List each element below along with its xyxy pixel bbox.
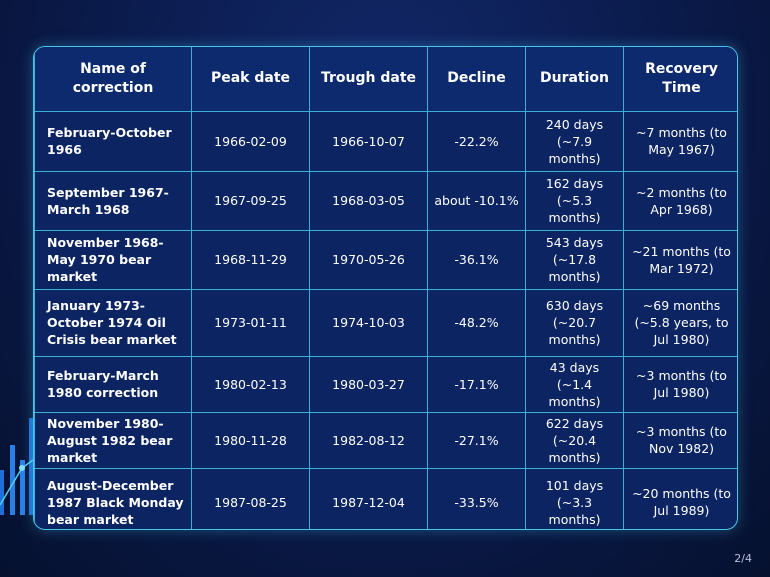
header-cell: Decline [427, 47, 526, 112]
table-row: November 1980-August 1982 bear market 198… [34, 411, 737, 469]
page-number: 2/4 [734, 552, 752, 565]
table-cell: about -10.1% [427, 170, 526, 231]
name-cell: February-October 1966 [34, 110, 192, 172]
header-cell: Recovery Time [623, 47, 737, 112]
table-cell: ~3 months (to Nov 1982) [623, 411, 737, 469]
header-row: Name of correction Peak date Trough date De… [34, 47, 737, 112]
name-cell: August-December 1987 Black Monday bear m… [34, 467, 192, 529]
header-cell: Trough date [309, 47, 428, 112]
table-cell: -33.5% [427, 467, 526, 529]
table-row: August-December 1987 Black Monday bear m… [34, 467, 737, 529]
table-cell: -22.2% [427, 110, 526, 172]
table-cell: ~20 months (to Jul 1989) [623, 467, 737, 529]
header-cell: Peak date [191, 47, 310, 112]
deco-dot [19, 465, 25, 471]
table-cell: 1973-01-11 [191, 288, 310, 357]
deco-bar [29, 418, 33, 515]
deco-bar [10, 445, 15, 515]
table-cell: 1987-08-25 [191, 467, 310, 529]
table-cell: 162 days (~5.3 months) [525, 170, 624, 231]
table-cell: 543 days (~17.8 months) [525, 229, 624, 290]
name-cell: January 1973-October 1974 Oil Crisis bea… [34, 288, 192, 357]
table-cell: ~2 months (to Apr 1968) [623, 170, 737, 231]
table-row: January 1973-October 1974 Oil Crisis bea… [34, 288, 737, 357]
table-cell: 1966-02-09 [191, 110, 310, 172]
table-cell: ~7 months (to May 1967) [623, 110, 737, 172]
table-cell: 240 days (~7.9 months) [525, 110, 624, 172]
table-cell: 1980-03-27 [309, 355, 428, 413]
table-cell: -48.2% [427, 288, 526, 357]
table-frame: Name of correction Peak date Trough date De… [33, 46, 738, 530]
table-row: February-March 1980 correction 1980-02-13… [34, 355, 737, 413]
table-cell: -36.1% [427, 229, 526, 290]
table-cell: ~21 months (to Mar 1972) [623, 229, 737, 290]
table-row: November 1968-May 1970 bear market 1968-1… [34, 229, 737, 290]
table-cell: 1968-03-05 [309, 170, 428, 231]
table-row: February-October 1966 1966-02-09 1966-10-0… [34, 110, 737, 172]
table-row: September 1967-March 1968 1967-09-25 1968-… [34, 170, 737, 231]
table-cell: 622 days (~20.4 months) [525, 411, 624, 469]
table-cell: 1967-09-25 [191, 170, 310, 231]
deco-bar [0, 470, 4, 515]
table-cell: -27.1% [427, 411, 526, 469]
table-cell: 630 days (~20.7 months) [525, 288, 624, 357]
table-cell: 1980-11-28 [191, 411, 310, 469]
table-cell: 1974-10-03 [309, 288, 428, 357]
header-cell: Name of correction [34, 47, 192, 112]
name-cell: November 1980-August 1982 bear market [34, 411, 192, 469]
table-cell: 43 days (~1.4 months) [525, 355, 624, 413]
name-cell: September 1967-March 1968 [34, 170, 192, 231]
deco-line [0, 459, 34, 506]
header-cell: Duration [525, 47, 624, 112]
table-cell: 1980-02-13 [191, 355, 310, 413]
table-cell: 1966-10-07 [309, 110, 428, 172]
table-cell: ~69 months (~5.8 years, to Jul 1980) [623, 288, 737, 357]
table-cell: ~3 months (to Jul 1980) [623, 355, 737, 413]
table: Name of correction Peak date Trough date De… [34, 47, 737, 529]
table-cell: 1970-05-26 [309, 229, 428, 290]
table-cell: 1968-11-29 [191, 229, 310, 290]
table-cell: 1987-12-04 [309, 467, 428, 529]
table-cell: 1982-08-12 [309, 411, 428, 469]
name-cell: February-March 1980 correction [34, 355, 192, 413]
table-cell: 101 days (~3.3 months) [525, 467, 624, 529]
name-cell: November 1968-May 1970 bear market [34, 229, 192, 290]
deco-bar [20, 460, 25, 515]
table-cell: -17.1% [427, 355, 526, 413]
